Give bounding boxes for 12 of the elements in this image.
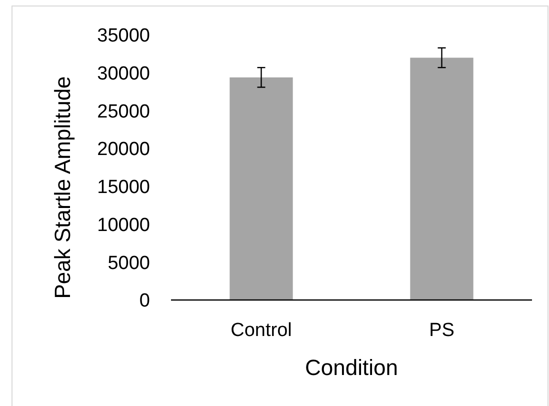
y-tick-label: 15000 — [97, 177, 150, 198]
y-tick-label: 25000 — [97, 101, 150, 122]
y-tick-label: 0 — [139, 290, 150, 312]
x-tick-label: Control — [230, 320, 292, 341]
y-tick-label: 35000 — [97, 26, 150, 47]
y-axis-title: Peak Startle Amplitude — [50, 76, 75, 299]
y-tick-label: 30000 — [97, 64, 150, 85]
x-tick-label: PS — [429, 320, 454, 341]
y-tick-label: 5000 — [108, 252, 150, 274]
y-tick-label: 10000 — [97, 214, 150, 236]
x-axis-title: Condition — [305, 355, 398, 380]
y-tick-label: 20000 — [97, 139, 150, 160]
